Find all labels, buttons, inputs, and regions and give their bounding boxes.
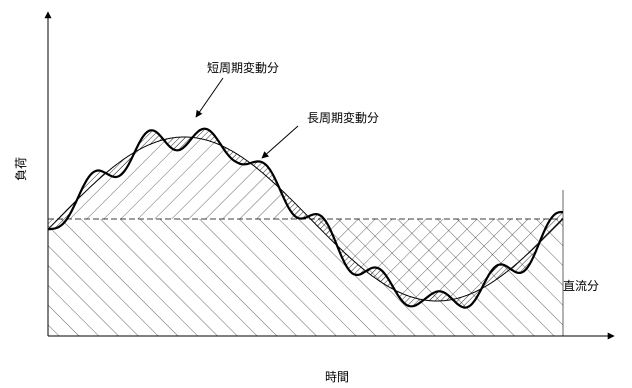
long-period-arrow	[261, 125, 299, 159]
short-period-arrow	[195, 77, 224, 118]
x-axis-label: 時間	[325, 370, 349, 384]
long-period-label: 長周期変動分	[307, 110, 379, 125]
short-period-curve	[47, 127, 564, 309]
y-axis-label: 負荷	[14, 157, 28, 181]
dc-label: 直流分	[563, 279, 599, 293]
short-period-label: 短周期変動分	[207, 60, 279, 75]
